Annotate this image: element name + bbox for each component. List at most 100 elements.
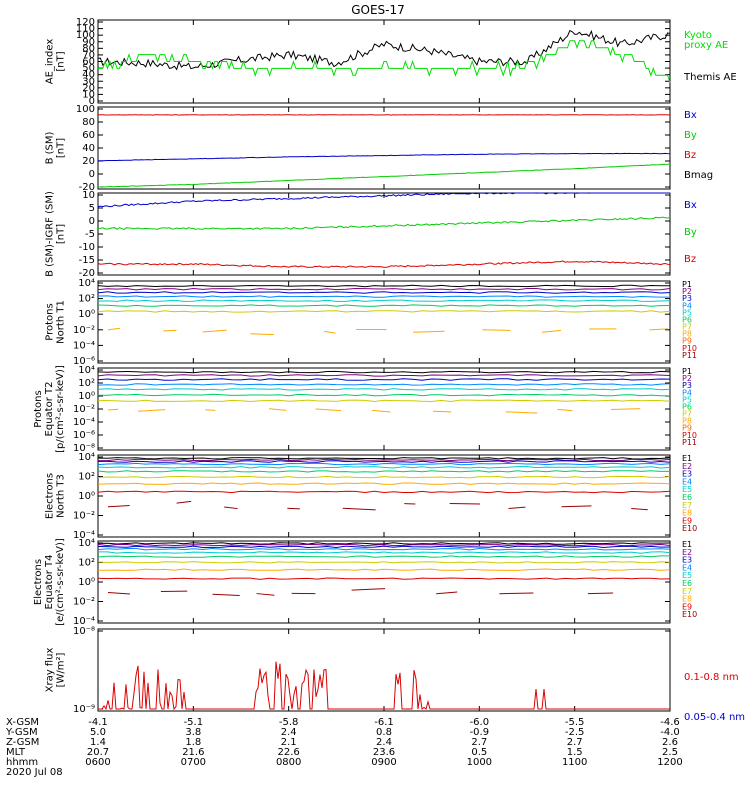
y-tick-label: 100 <box>76 104 95 115</box>
legend-entry: E2 <box>682 548 692 557</box>
y-tick-label: 10⁻⁸ <box>73 443 95 454</box>
legend-entry: P10 <box>682 344 697 353</box>
flux-traces <box>97 542 671 597</box>
y-axis-label: [e/(cm²-s-sr-keV)] <box>55 538 66 626</box>
plot-title: GOES-17 <box>351 3 405 17</box>
ephemeris-value: 1200 <box>657 757 682 768</box>
flux-trace <box>97 542 671 545</box>
y-axis-label: Protons <box>45 303 56 340</box>
flux-trace <box>97 295 670 298</box>
legend-entry: E1 <box>682 540 692 549</box>
flux-trace-segment <box>508 506 526 510</box>
flux-trace-segment <box>269 408 287 411</box>
ephemeris-value: 0600 <box>85 757 110 768</box>
y-axis-label: Equator T4 <box>44 555 55 610</box>
y-axis-label: B (SM) <box>45 131 56 164</box>
series-line-bz <box>97 260 671 268</box>
flux-trace <box>97 304 671 307</box>
flux-trace-segment <box>107 327 121 331</box>
y-tick-label: 10 <box>82 190 95 201</box>
legend-entry: E6 <box>682 579 692 588</box>
legend-entry: By <box>684 227 697 238</box>
flux-trace-segment <box>499 592 534 595</box>
y-tick-label: 20 <box>82 83 95 94</box>
legend-entry: P6 <box>682 315 692 324</box>
legend-entry: P9 <box>682 337 692 346</box>
flux-trace-segment <box>342 507 376 511</box>
panel-b_sm: -20 0 20 40 60 80 100 B (SM) [nT] Bx By Bz Bmag <box>45 104 714 193</box>
legend-entry: P4 <box>682 301 692 310</box>
y-tick-label: 10⁻⁴ <box>73 616 95 627</box>
flux-trace-segment <box>107 591 130 595</box>
xray-long-line <box>98 661 670 711</box>
legend-entry: P8 <box>682 417 692 426</box>
flux-trace <box>98 458 671 462</box>
panel-electrons_e: 10⁻⁴ 10⁻² 10⁰ 10² 10⁴ Electrons Equator T4 [e/(… <box>33 538 697 627</box>
ephemeris-value: 2.1 <box>281 737 297 748</box>
legend-entry: E6 <box>682 493 692 502</box>
flux-traces <box>97 370 671 414</box>
y-tick-label: -10 <box>79 242 95 253</box>
flux-trace-segment <box>212 593 240 597</box>
legend-entry: P8 <box>682 330 692 339</box>
y-tick-label: 10⁻² <box>73 597 95 608</box>
flux-trace-segment <box>505 411 538 414</box>
legend-entry: E9 <box>682 516 692 525</box>
y-tick-label: 10² <box>78 472 95 483</box>
ephemeris-value: 20.7 <box>87 747 109 758</box>
y-tick-label: 10⁻⁶ <box>73 356 95 367</box>
y-axis-label: Equator T2 <box>44 382 55 437</box>
flux-trace-segment <box>436 591 458 595</box>
y-axis-label: Xray flux <box>45 648 56 693</box>
panel-protons_n: 10⁻⁶ 10⁻⁴ 10⁻² 10⁰ 10² 10⁴ Protons North T1 P1P2… <box>45 278 698 367</box>
legend-entry: Bz <box>684 150 696 161</box>
flux-trace <box>97 287 671 291</box>
ephemeris-value: 0.5 <box>471 747 487 758</box>
flux-trace <box>97 310 671 313</box>
y-tick-label: 10⁻² <box>73 404 95 415</box>
y-tick-label: 20 <box>82 156 95 167</box>
ephemeris-value: -2.5 <box>565 727 585 738</box>
ephemeris-row-label: X-GSM <box>6 717 39 728</box>
ephemeris-value: 1100 <box>562 757 587 768</box>
legend-entry: E3 <box>682 470 692 479</box>
flux-trace-segment <box>561 505 592 508</box>
legend-entry: P3 <box>682 294 692 303</box>
panel-electrons_n: 10⁻⁴ 10⁻² 10⁰ 10² 10⁴ Electrons North T3 E1E2E3… <box>45 452 698 541</box>
flux-trace-segment <box>433 410 452 413</box>
ephemeris-value: 0800 <box>276 757 301 768</box>
legend-entry: P1 <box>682 280 692 289</box>
flux-trace-segment <box>541 329 562 333</box>
y-axis-label: [nT] <box>56 51 67 71</box>
y-axis-label: [W/m²] <box>56 652 67 687</box>
ephemeris-value: -6.0 <box>470 717 490 728</box>
legend-entry: E2 <box>682 462 692 471</box>
y-tick-label: 30 <box>82 76 95 87</box>
flux-trace <box>97 378 671 381</box>
y-tick-label: 10⁻⁶ <box>73 430 95 441</box>
y-tick-label: 100 <box>76 30 95 41</box>
legend-entry: Kyoto <box>684 30 712 41</box>
flux-trace-segment <box>315 408 342 412</box>
y-tick-label: 10⁰ <box>78 577 95 588</box>
y-axis-label: B (SM)-IGRF (SM) <box>45 191 56 277</box>
ephemeris-value: 2.5 <box>662 747 678 758</box>
y-tick-label: 10⁴ <box>78 278 95 289</box>
y-axis-label: North T1 <box>56 300 67 344</box>
series-line-kyoto-proxy-ae <box>98 40 671 83</box>
flux-trace-segment <box>413 330 445 333</box>
panel-xray: 10⁻⁹ 10⁻⁸ Xray flux [W/m²] 0.1-0.8 nm 0.05-0.… <box>45 626 746 723</box>
y-tick-label: 40 <box>82 143 95 154</box>
legend-entry: 0.05-0.4 nm <box>684 712 745 723</box>
flux-trace-segment <box>256 593 275 596</box>
y-tick-label: 10⁻⁴ <box>73 417 95 428</box>
y-axis-label: North T3 <box>56 474 67 518</box>
flux-trace <box>97 466 671 469</box>
legend-entry: E7 <box>682 587 692 596</box>
flux-trace-segment <box>649 328 669 331</box>
legend-entry: P11 <box>682 438 697 447</box>
flux-trace-segment <box>224 506 238 510</box>
y-tick-label: -20 <box>79 182 95 193</box>
flux-trace <box>97 284 670 288</box>
